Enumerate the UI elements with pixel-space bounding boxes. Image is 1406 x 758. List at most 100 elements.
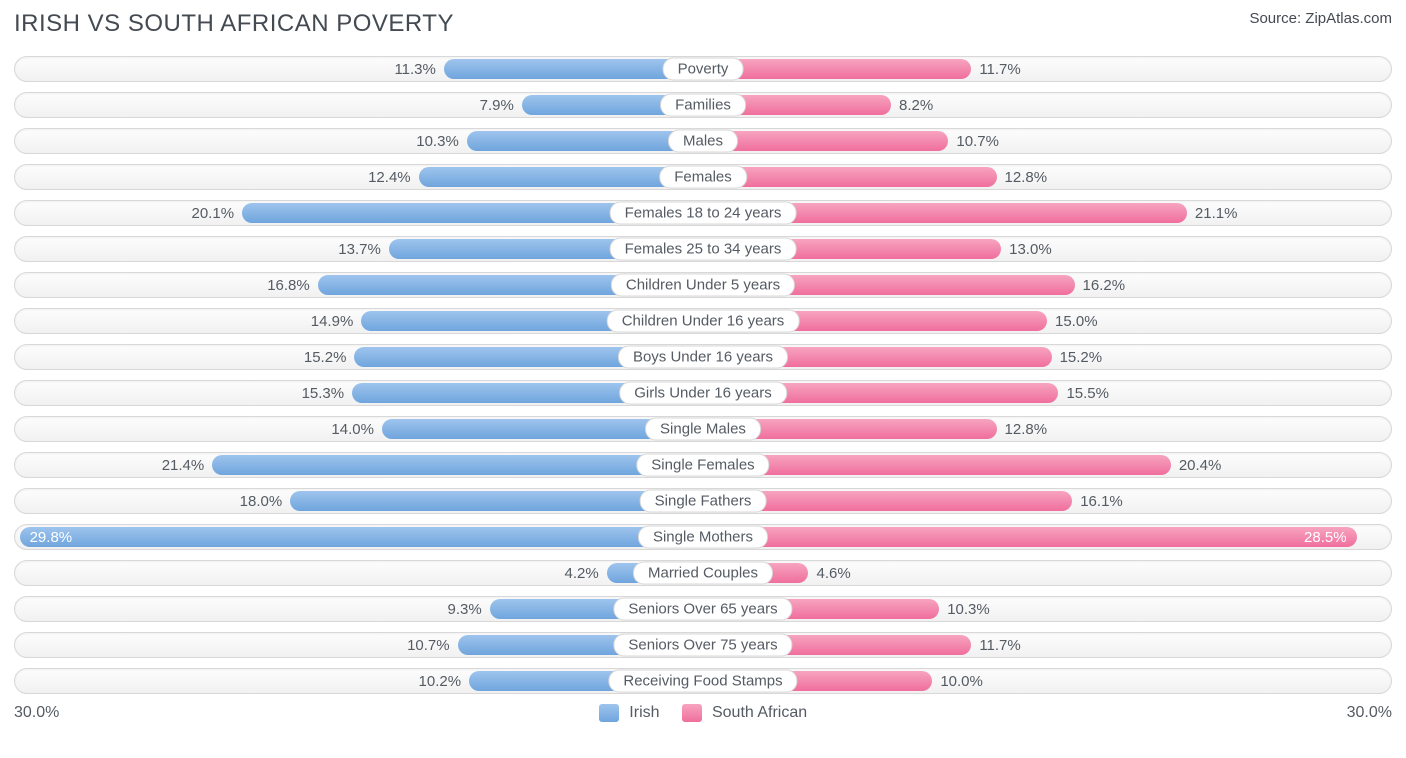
- left-half: 14.9%: [15, 309, 703, 333]
- value-left: 10.7%: [407, 637, 458, 654]
- legend-label-right: South African: [712, 704, 807, 721]
- left-half: 14.0%: [15, 417, 703, 441]
- chart-row: 10.2% 10.0% Receiving Food Stamps: [14, 668, 1392, 694]
- value-left: 18.0%: [240, 493, 291, 510]
- category-label: Children Under 16 years: [607, 310, 800, 333]
- left-half: 10.3%: [15, 129, 703, 153]
- category-label: Single Males: [645, 418, 761, 441]
- legend-item-left: Irish: [599, 704, 660, 722]
- left-half: 11.3%: [15, 57, 703, 81]
- category-label: Receiving Food Stamps: [608, 670, 797, 693]
- value-right: 15.5%: [1058, 385, 1109, 402]
- chart-row: 9.3% 10.3% Seniors Over 65 years: [14, 596, 1392, 622]
- left-half: 16.8%: [15, 273, 703, 297]
- chart-row: 18.0% 16.1% Single Fathers: [14, 488, 1392, 514]
- legend-label-left: Irish: [629, 704, 659, 721]
- right-half: 13.0%: [703, 237, 1391, 261]
- value-right: 4.6%: [808, 565, 850, 582]
- right-half: 11.7%: [703, 57, 1391, 81]
- value-left: 15.2%: [304, 349, 355, 366]
- value-left: 14.9%: [311, 313, 362, 330]
- diverging-bar-chart: 11.3% 11.7% Poverty 7.9% 8.2% Families 1…: [14, 56, 1392, 694]
- bar-right: 10.7%: [703, 131, 948, 151]
- right-half: 12.8%: [703, 417, 1391, 441]
- value-right: 11.7%: [971, 61, 1020, 78]
- chart-title: IRISH VS SOUTH AFRICAN POVERTY: [14, 10, 454, 38]
- axis-max-left: 30.0%: [14, 704, 59, 722]
- right-half: 20.4%: [703, 453, 1391, 477]
- value-left: 7.9%: [480, 97, 522, 114]
- left-half: 15.2%: [15, 345, 703, 369]
- chart-row: 21.4% 20.4% Single Females: [14, 452, 1392, 478]
- category-label: Females 25 to 34 years: [610, 238, 797, 261]
- bar-left: 21.4%: [212, 455, 703, 475]
- value-right: 12.8%: [997, 169, 1048, 186]
- value-left: 21.4%: [162, 457, 213, 474]
- right-half: 15.2%: [703, 345, 1391, 369]
- axis-max-right: 30.0%: [1347, 704, 1392, 722]
- right-half: 21.1%: [703, 201, 1391, 225]
- bar-right: 20.4%: [703, 455, 1171, 475]
- value-right: 16.2%: [1075, 277, 1126, 294]
- right-half: 12.8%: [703, 165, 1391, 189]
- chart-row: 14.0% 12.8% Single Males: [14, 416, 1392, 442]
- category-label: Single Females: [636, 454, 769, 477]
- chart-row: 15.2% 15.2% Boys Under 16 years: [14, 344, 1392, 370]
- value-left: 11.3%: [394, 61, 443, 78]
- legend-swatch-right: [682, 704, 702, 722]
- left-half: 9.3%: [15, 597, 703, 621]
- value-left: 20.1%: [192, 205, 243, 222]
- chart-footer: 30.0% Irish South African 30.0%: [14, 704, 1392, 722]
- left-half: 7.9%: [15, 93, 703, 117]
- value-left: 4.2%: [564, 565, 606, 582]
- value-right: 15.2%: [1052, 349, 1103, 366]
- left-half: 10.2%: [15, 669, 703, 693]
- left-half: 12.4%: [15, 165, 703, 189]
- bar-right: 12.8%: [703, 167, 997, 187]
- value-right: 10.3%: [939, 601, 990, 618]
- left-half: 13.7%: [15, 237, 703, 261]
- value-left: 29.8%: [20, 529, 73, 546]
- chart-row: 7.9% 8.2% Families: [14, 92, 1392, 118]
- value-left: 10.2%: [419, 673, 470, 690]
- category-label: Married Couples: [633, 562, 773, 585]
- value-right: 12.8%: [997, 421, 1048, 438]
- value-right: 11.7%: [971, 637, 1020, 654]
- right-half: 10.0%: [703, 669, 1391, 693]
- category-label: Girls Under 16 years: [619, 382, 787, 405]
- right-half: 16.1%: [703, 489, 1391, 513]
- category-label: Females: [659, 166, 747, 189]
- value-left: 10.3%: [416, 133, 467, 150]
- right-half: 15.0%: [703, 309, 1391, 333]
- left-half: 15.3%: [15, 381, 703, 405]
- category-label: Seniors Over 75 years: [613, 634, 792, 657]
- left-half: 21.4%: [15, 453, 703, 477]
- value-right: 16.1%: [1072, 493, 1123, 510]
- chart-row: 4.2% 4.6% Married Couples: [14, 560, 1392, 586]
- category-label: Seniors Over 65 years: [613, 598, 792, 621]
- right-half: 10.7%: [703, 129, 1391, 153]
- right-half: 16.2%: [703, 273, 1391, 297]
- chart-row: 29.8% 28.5% Single Mothers: [14, 524, 1392, 550]
- category-label: Males: [668, 130, 738, 153]
- value-left: 16.8%: [267, 277, 318, 294]
- category-label: Single Mothers: [638, 526, 768, 549]
- category-label: Single Fathers: [640, 490, 767, 513]
- value-left: 15.3%: [302, 385, 353, 402]
- chart-row: 11.3% 11.7% Poverty: [14, 56, 1392, 82]
- category-label: Poverty: [663, 58, 744, 81]
- value-right: 28.5%: [1304, 529, 1357, 546]
- category-label: Boys Under 16 years: [618, 346, 788, 369]
- chart-row: 12.4% 12.8% Females: [14, 164, 1392, 190]
- right-half: 15.5%: [703, 381, 1391, 405]
- category-label: Families: [660, 94, 746, 117]
- value-right: 13.0%: [1001, 241, 1052, 258]
- chart-row: 14.9% 15.0% Children Under 16 years: [14, 308, 1392, 334]
- value-right: 21.1%: [1187, 205, 1238, 222]
- legend-swatch-left: [599, 704, 619, 722]
- value-left: 9.3%: [448, 601, 490, 618]
- left-half: 29.8%: [15, 525, 703, 549]
- chart-row: 10.7% 11.7% Seniors Over 75 years: [14, 632, 1392, 658]
- left-half: 10.7%: [15, 633, 703, 657]
- right-half: 11.7%: [703, 633, 1391, 657]
